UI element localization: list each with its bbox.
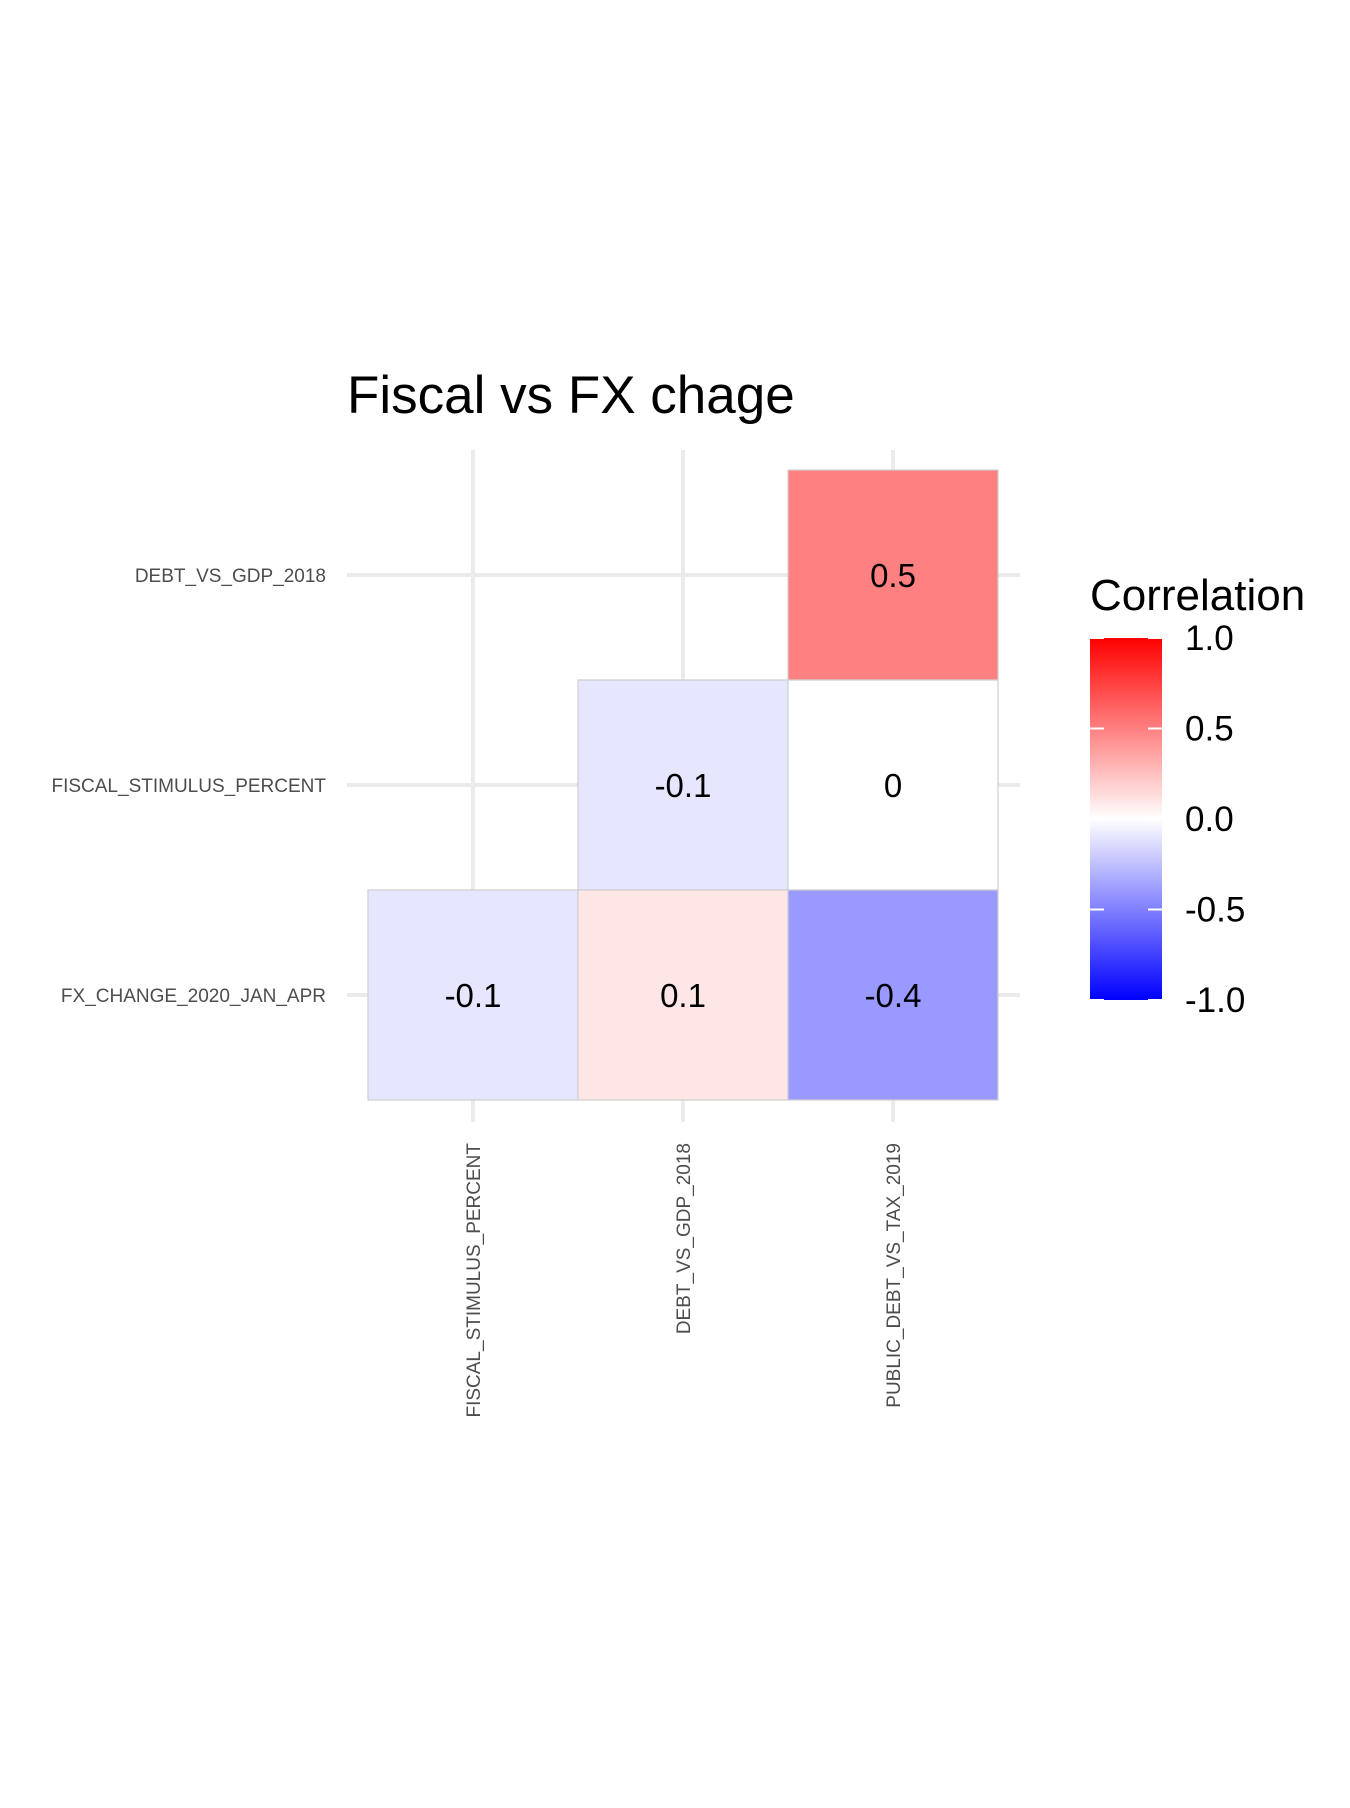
x-axis-tick-labels: FISCAL_STIMULUS_PERCENT DEBT_VS_GDP_2018 P… [464,1143,905,1418]
chart-title: Fiscal vs FX chage [347,366,795,425]
x-tick-label-public-debt-vs-tax-2019: PUBLIC_DEBT_VS_TAX_2019 [884,1143,905,1408]
cell-value-label: 0.1 [660,977,706,1014]
heatmap-cell [577,889,789,1101]
legend-break-label: 1.0 [1185,619,1234,658]
y-axis-tick-labels: DEBT_VS_GDP_2018 FISCAL_STIMULUS_PERCENT F… [51,566,326,1007]
heatmap-cell [577,679,789,891]
legend-break-label: -1.0 [1185,981,1245,1020]
heatmap-cell [787,889,999,1101]
heatmap-cells: 0.5 -0.1 0 -0.1 0.1 -0.4 [367,469,999,1101]
heatmap-cell [367,889,579,1101]
x-tick-label-fiscal-stimulus-percent: FISCAL_STIMULUS_PERCENT [464,1143,485,1418]
legend-break-label: -0.5 [1185,891,1245,930]
legend-break-label: 0.5 [1185,710,1234,749]
cell-value-label: -0.4 [865,977,922,1014]
x-tick-label-debt-vs-gdp-2018: DEBT_VS_GDP_2018 [674,1143,695,1334]
legend: Correlation 1.0 0.5 0.0 -0.5 -1.0 [1090,571,1305,1020]
cell-value-label: -0.1 [655,767,712,804]
heatmap-cell [787,469,999,681]
y-tick-label-fiscal-stimulus-percent: FISCAL_STIMULUS_PERCENT [51,776,326,797]
cell-value-label: 0.5 [870,557,916,594]
y-tick-label-debt-vs-gdp-2018: DEBT_VS_GDP_2018 [135,566,326,587]
cell-value-label: 0 [884,767,902,804]
heatmap-cell [787,679,999,891]
y-tick-label-fx-change-2020-jan-apr: FX_CHANGE_2020_JAN_APR [61,986,326,1007]
legend-break-label: 0.0 [1185,800,1234,839]
cell-value-label: -0.1 [445,977,502,1014]
legend-title: Correlation [1090,571,1305,620]
